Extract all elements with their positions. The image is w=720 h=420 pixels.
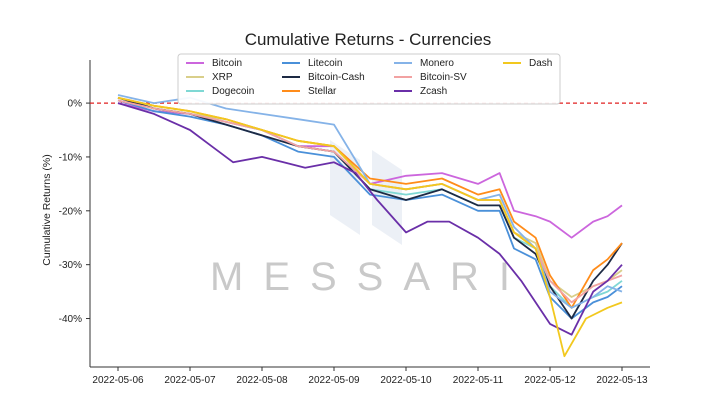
x-tick-label: 2022-05-09 <box>308 375 360 386</box>
x-tick-label: 2022-05-10 <box>380 375 432 386</box>
legend-label: Zcash <box>420 86 447 97</box>
series-line-dash <box>117 96 623 358</box>
y-tick-label: 0% <box>68 99 83 110</box>
chart-title: Cumulative Returns - Currencies <box>245 30 492 49</box>
y-ticks: 0% -10% -20% -30% -40% <box>59 99 90 325</box>
x-tick-label: 2022-05-12 <box>524 375 576 386</box>
legend-label: Bitcoin <box>212 58 242 69</box>
watermark-logo-shape <box>330 140 360 235</box>
legend-label: Bitcoin-Cash <box>308 72 365 83</box>
axes <box>89 60 650 368</box>
x-tick-label: 2022-05-08 <box>236 375 288 386</box>
x-tick-label: 2022-05-06 <box>92 375 144 386</box>
x-ticks: 2022-05-06 2022-05-07 2022-05-08 2022-05-09… <box>92 367 648 386</box>
series-line-bitcoin-cash <box>117 96 623 320</box>
y-axis-label: Cumulative Returns (%) <box>41 154 53 265</box>
legend-label: Monero <box>420 58 454 69</box>
watermark-text: MESSARI <box>210 255 510 299</box>
legend: Bitcoin XRP Dogecoin Litecoin Bitcoin-Cash St… <box>177 53 561 105</box>
legend-box <box>177 53 561 105</box>
legend-label: Bitcoin-SV <box>420 72 467 83</box>
legend-label: XRP <box>212 72 233 83</box>
series-lines <box>117 94 623 358</box>
series-line-zcash <box>117 102 623 336</box>
legend-label: Stellar <box>308 86 337 97</box>
messari-watermark: MESSARI <box>210 140 510 299</box>
legend-label: Dogecoin <box>212 86 254 97</box>
x-tick-label: 2022-05-07 <box>164 375 216 386</box>
x-tick-label: 2022-05-11 <box>453 375 504 386</box>
y-tick-label: -10% <box>59 152 82 163</box>
series-line-bitcoin <box>117 102 623 239</box>
y-tick-label: -20% <box>59 206 82 217</box>
y-tick-label: -40% <box>59 314 82 325</box>
legend-label: Dash <box>529 58 552 69</box>
legend-label: Litecoin <box>308 58 342 69</box>
x-tick-label: 2022-05-13 <box>596 375 648 386</box>
y-tick-label: -30% <box>59 260 82 271</box>
